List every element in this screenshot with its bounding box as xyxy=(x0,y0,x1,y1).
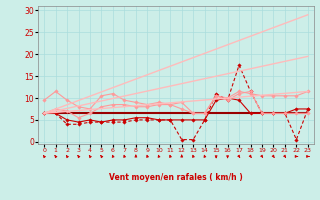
X-axis label: Vent moyen/en rafales ( km/h ): Vent moyen/en rafales ( km/h ) xyxy=(109,173,243,182)
